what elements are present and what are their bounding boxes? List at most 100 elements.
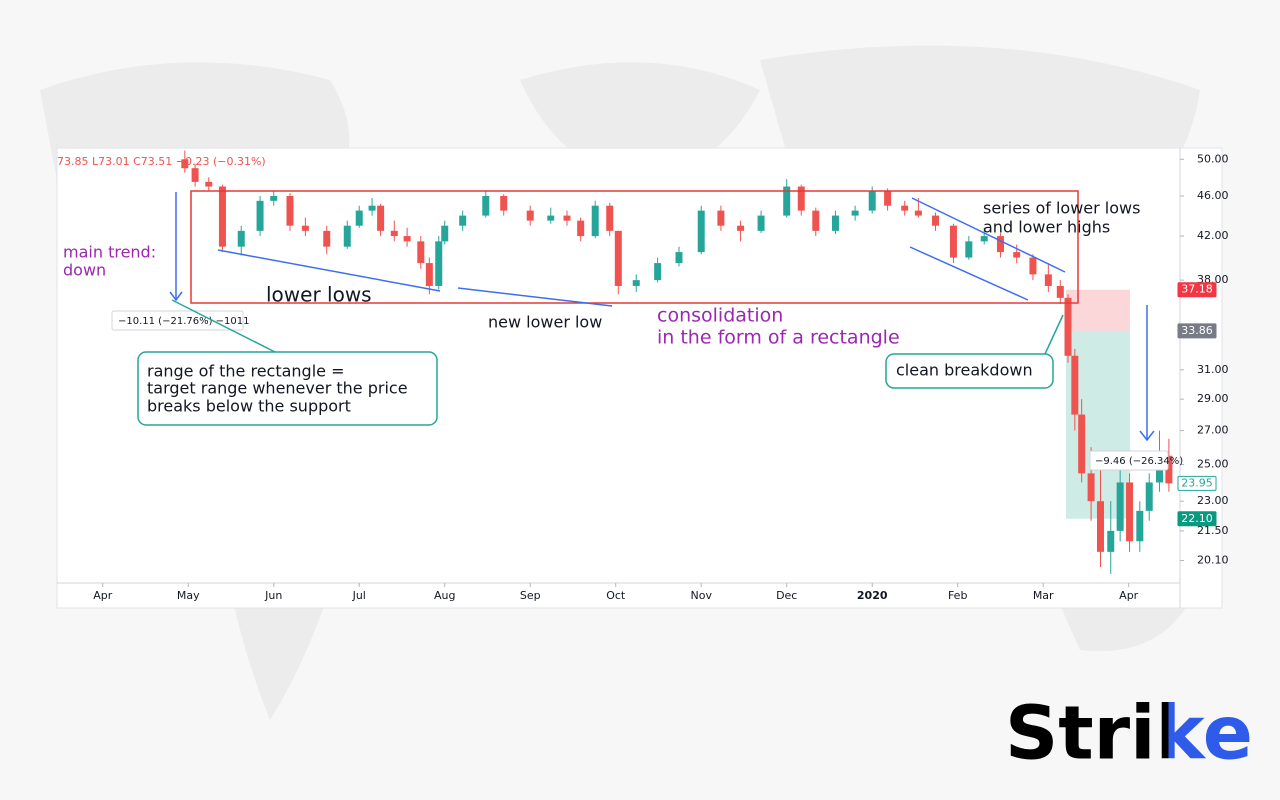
y-tick-label: 25.00	[1197, 457, 1229, 470]
candle-body	[218, 186, 226, 247]
candle-body	[390, 230, 398, 237]
candle-body	[526, 210, 534, 221]
candle-body	[343, 225, 351, 247]
candle-body	[1029, 257, 1037, 275]
candle-body	[563, 215, 571, 221]
candle-body	[606, 205, 614, 231]
y-tick-label: 27.00	[1197, 424, 1229, 437]
y-tick-label: 31.00	[1197, 363, 1229, 376]
callout-box	[137, 351, 438, 426]
candle-body	[237, 230, 245, 247]
x-tick-label: Aug	[434, 589, 455, 602]
candle-body	[996, 236, 1004, 253]
price-label: 23.95	[1181, 476, 1213, 489]
x-tick-label: Sep	[520, 589, 541, 602]
candle-body	[1136, 510, 1144, 542]
annotation: down	[63, 261, 106, 280]
candle-body	[914, 210, 922, 216]
candle-body	[1071, 355, 1079, 415]
candle-body	[812, 210, 820, 231]
candle-body	[868, 191, 876, 211]
candle-body	[1056, 285, 1064, 298]
candle-body	[717, 210, 725, 226]
callout-text: range of the rectangle =	[147, 362, 344, 381]
y-tick-label: 42.00	[1197, 229, 1229, 242]
candle-body	[851, 210, 859, 216]
x-tick-label: Jun	[264, 589, 282, 602]
candle-body	[949, 225, 957, 258]
annotation: main trend:	[63, 243, 156, 262]
x-tick-label: May	[177, 589, 200, 602]
callout-text: clean breakdown	[896, 361, 1033, 380]
x-tick-label: Apr	[1119, 589, 1139, 602]
candle-body	[831, 215, 839, 231]
annotation: new lower low	[488, 313, 602, 332]
x-tick-label: Oct	[606, 589, 626, 602]
candle-body	[697, 210, 705, 253]
trend-lines	[169, 192, 1155, 442]
candle-body	[1116, 482, 1124, 531]
candle-body	[435, 241, 443, 286]
candle-body	[368, 205, 376, 211]
candle-body	[884, 191, 892, 206]
callout-pointer	[171, 299, 276, 353]
candle-body	[1126, 482, 1134, 542]
price-label-box	[1177, 323, 1217, 339]
candle-body	[1013, 252, 1021, 258]
x-tick-label: Mar	[1033, 589, 1054, 602]
candle-body	[614, 230, 622, 286]
price-label: 22.10	[1181, 512, 1213, 525]
price-label: 37.18	[1181, 283, 1213, 296]
callout-pointer	[1044, 314, 1064, 355]
measure-label: −9.46 (−26.34%)	[1095, 456, 1183, 467]
candle-body	[417, 241, 425, 264]
candle-body	[1044, 274, 1052, 286]
candle-body	[980, 236, 988, 242]
annotation: and lower highs	[983, 218, 1110, 237]
candle-body	[1096, 501, 1104, 552]
callout-box	[885, 353, 1054, 389]
candle-body	[783, 186, 791, 216]
candle-body	[577, 220, 585, 237]
candle-body	[1107, 530, 1115, 552]
candle-body	[757, 215, 765, 231]
position-zone	[1066, 289, 1130, 331]
x-tick-label: 2020	[857, 589, 888, 602]
y-tick-label: 50.00	[1197, 152, 1229, 165]
candle-body	[355, 210, 363, 226]
candle-body	[256, 200, 264, 231]
candle-body	[191, 168, 199, 182]
candle-body	[1087, 473, 1095, 502]
candle-body	[931, 215, 939, 226]
y-tick-label: 21.50	[1197, 524, 1229, 537]
annotation: in the form of a rectangle	[657, 327, 900, 349]
measure-box	[111, 310, 244, 331]
annotation: lower lows	[266, 283, 372, 307]
candle-body	[425, 263, 433, 286]
candle-body	[377, 205, 385, 231]
candle-body	[482, 196, 490, 216]
candle-body	[632, 280, 640, 286]
price-label-box	[1177, 282, 1217, 298]
price-label-box	[1177, 511, 1217, 527]
candle-body	[286, 196, 294, 226]
x-tick-label: Jul	[352, 589, 366, 602]
candle-body	[181, 159, 189, 169]
measure-label: −10.11 (−21.76%) −1011	[118, 316, 250, 327]
candle-body	[500, 196, 508, 211]
candle-body	[270, 196, 278, 201]
candle-body	[1145, 482, 1153, 511]
callout-text: breaks below the support	[147, 397, 351, 416]
candle-body	[205, 181, 213, 187]
candle-body	[1165, 455, 1173, 484]
x-tick-label: Nov	[690, 589, 712, 602]
plot: 50.0046.0042.0038.0031.0029.0027.0025.00…	[93, 150, 1229, 602]
candle-body	[654, 263, 662, 281]
candle-body	[441, 225, 449, 242]
y-tick-label: 20.10	[1197, 554, 1229, 567]
y-tick-label: 23.00	[1197, 494, 1229, 507]
measure-box	[1089, 450, 1169, 471]
callout-text: target range whenever the price	[147, 379, 408, 398]
x-tick-label: Apr	[93, 589, 113, 602]
